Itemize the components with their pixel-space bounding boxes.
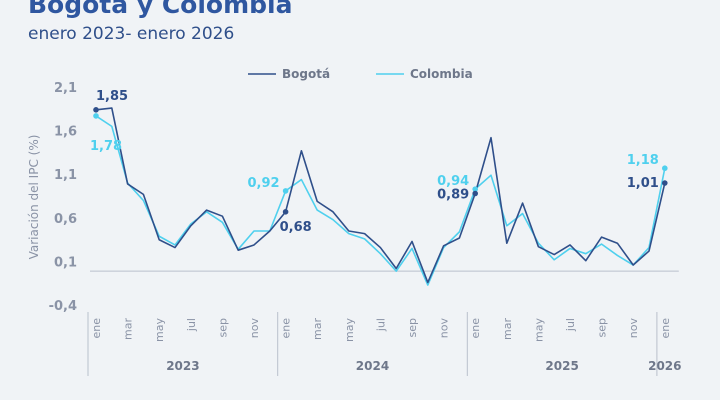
x-tick-label: jul xyxy=(564,318,577,332)
year-label: 2026 xyxy=(648,359,681,373)
y-tick-label: 1,6 xyxy=(54,125,77,140)
data-label: 1,85 xyxy=(96,89,128,104)
y-tick-label: 2,1 xyxy=(54,81,77,96)
x-tick-label: mar xyxy=(311,318,324,340)
y-tick-label: 0,1 xyxy=(54,255,77,270)
data-label: 1,78 xyxy=(90,139,122,154)
chart-subtitle: enero 2023- enero 2026 xyxy=(28,24,235,44)
series-line-colombia xyxy=(95,115,666,286)
x-tick-label: jul xyxy=(185,318,198,332)
data-marker xyxy=(282,188,289,194)
x-tick-label: may xyxy=(343,318,356,342)
chart-title: Bogotá y Colombia xyxy=(28,0,293,19)
y-tick-label: 0,6 xyxy=(54,212,77,227)
x-tick-label: jul xyxy=(374,318,387,332)
data-label: 0,94 xyxy=(437,174,469,189)
legend-label: Colombia xyxy=(410,67,473,81)
data-marker xyxy=(93,107,99,113)
legend-label: Bogotá xyxy=(282,67,330,81)
x-tick-label: ene xyxy=(659,318,672,339)
data-marker xyxy=(93,113,99,119)
data-label: 1,18 xyxy=(627,153,659,168)
year-label: 2024 xyxy=(356,359,389,373)
x-tick-label: nov xyxy=(627,318,640,339)
year-label: 2025 xyxy=(545,359,578,373)
y-axis-label: Variación del IPC (%) xyxy=(27,135,41,260)
data-marker xyxy=(472,186,479,192)
x-tick-label: sep xyxy=(596,318,609,337)
y-tick-label: 1,1 xyxy=(54,168,77,183)
data-marker xyxy=(662,165,668,172)
x-tick-label: nov xyxy=(248,318,261,339)
data-label: 0,92 xyxy=(248,176,280,191)
x-tick-label: mar xyxy=(122,318,135,340)
x-tick-label: ene xyxy=(469,318,482,339)
data-marker xyxy=(282,209,289,215)
x-tick-label: may xyxy=(153,318,166,342)
data-label: 0,89 xyxy=(437,188,469,203)
x-tick-label: mar xyxy=(501,318,514,340)
data-label: 1,01 xyxy=(627,176,659,191)
x-tick-label: sep xyxy=(216,318,229,337)
y-tick-label: -0,4 xyxy=(49,299,77,314)
year-label: 2023 xyxy=(166,359,199,373)
x-tick-label: ene xyxy=(280,318,293,339)
data-marker xyxy=(662,180,668,186)
x-tick-label: ene xyxy=(90,318,103,339)
x-tick-label: may xyxy=(532,318,545,342)
series-line-bogota xyxy=(95,107,666,284)
data-marker xyxy=(472,190,479,197)
x-tick-label: sep xyxy=(406,318,419,337)
data-label: 0,68 xyxy=(280,220,312,235)
x-tick-label: nov xyxy=(438,318,451,339)
